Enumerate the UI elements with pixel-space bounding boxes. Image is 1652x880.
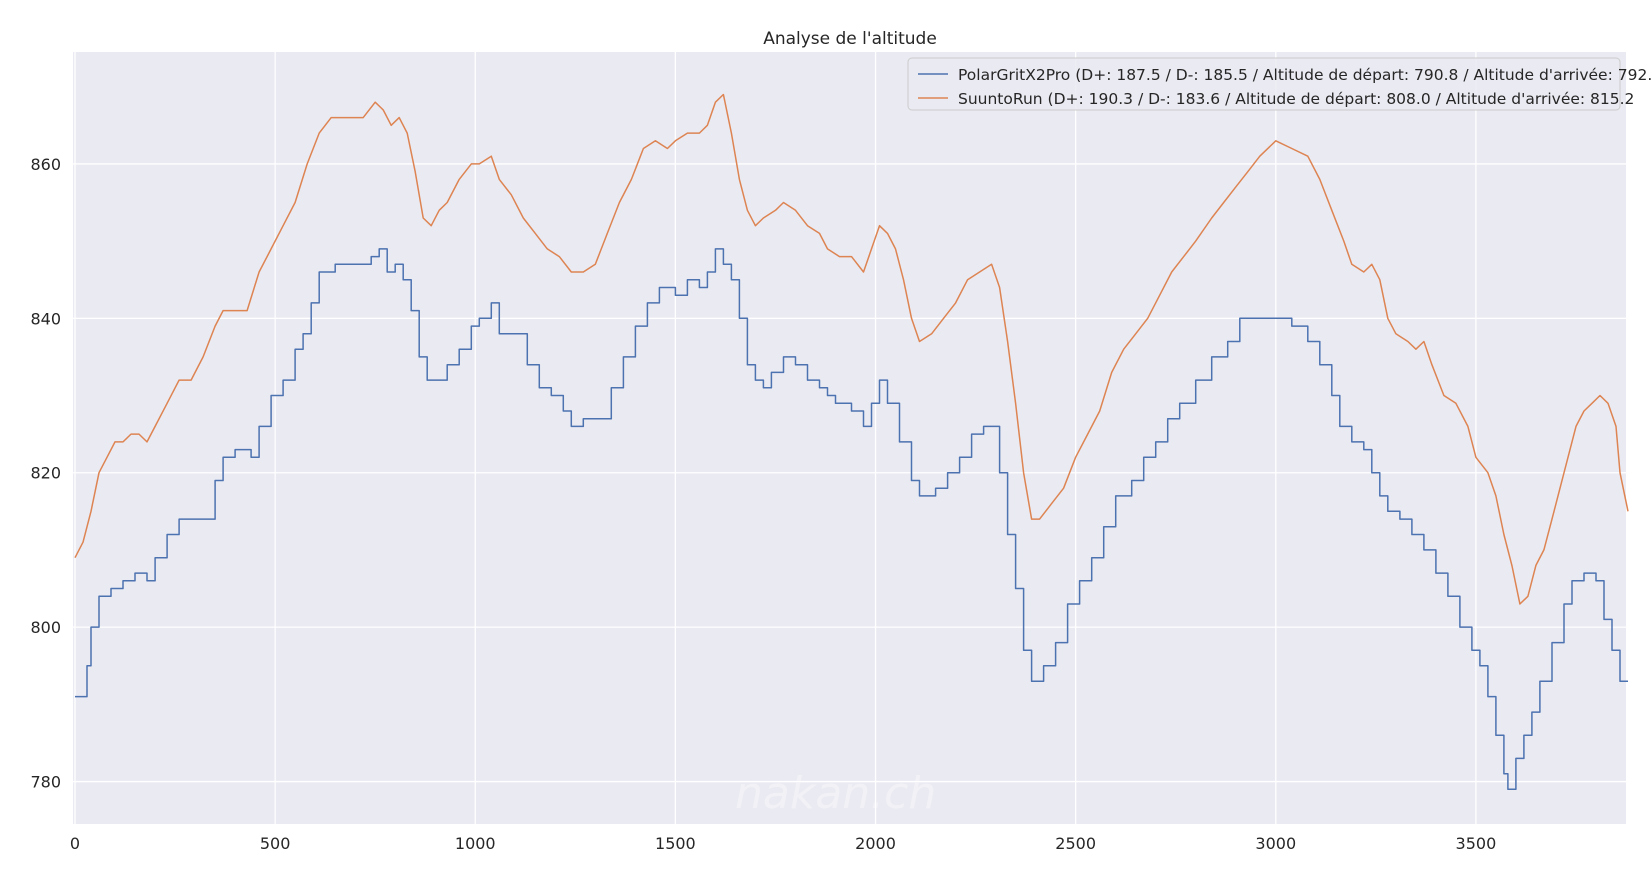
- y-tick-label: 820: [30, 464, 61, 483]
- y-tick-label: 860: [30, 155, 61, 174]
- grid-lines: [73, 52, 1626, 824]
- x-tick-label: 2500: [1055, 834, 1096, 853]
- y-tick-label: 800: [30, 618, 61, 637]
- legend-box: [907, 57, 1621, 111]
- series-layer: [74, 93, 1629, 791]
- x-axis-ticks: 0 500 1000 1500 2000 2500 3000 3500: [70, 834, 1496, 853]
- x-tick-label: 1000: [455, 834, 496, 853]
- chart-title: Analyse de l'altitude: [763, 29, 937, 49]
- x-tick-label: 2000: [855, 834, 896, 853]
- legend-label-0: PolarGritX2Pro (D+: 187.5 / D-: 185.5 / …: [958, 66, 1652, 84]
- x-tick-label: 500: [260, 834, 291, 853]
- watermark: nakan.ch: [735, 768, 936, 819]
- y-tick-label: 780: [30, 773, 61, 792]
- legend-label-1: SuuntoRun (D+: 190.3 / D-: 183.6 / Altit…: [958, 90, 1634, 108]
- legend: PolarGritX2Pro (D+: 187.5 / D-: 185.5 / …: [907, 57, 1652, 111]
- y-axis-ticks: 780 800 820 840 860: [30, 155, 61, 792]
- y-tick-label: 840: [30, 309, 61, 328]
- x-tick-label: 3000: [1255, 834, 1296, 853]
- x-tick-label: 1500: [655, 834, 696, 853]
- x-tick-label: 0: [70, 834, 80, 853]
- plot-area: [73, 52, 1626, 824]
- x-tick-label: 3500: [1456, 834, 1497, 853]
- series-line-1: [74, 93, 1629, 605]
- series-line-0: [75, 248, 1628, 791]
